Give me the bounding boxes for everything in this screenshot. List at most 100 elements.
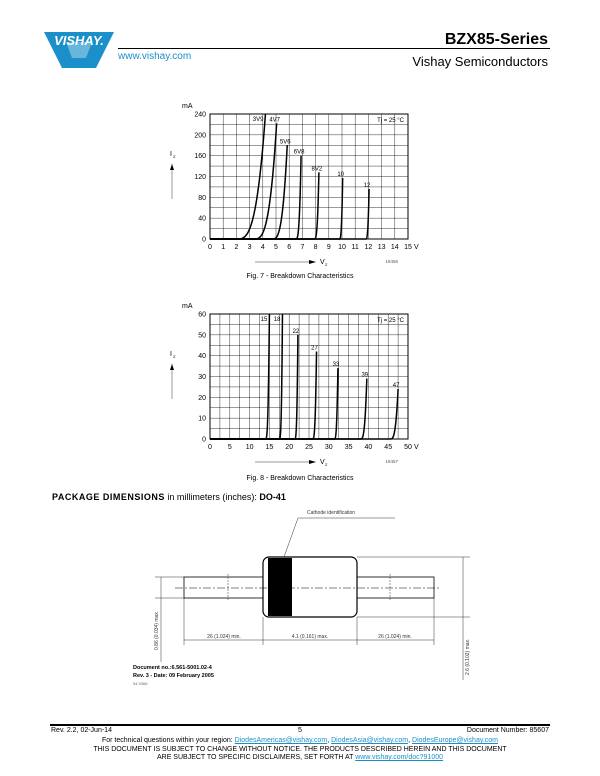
curve-4V7 bbox=[210, 123, 278, 240]
fig8-caption: Fig. 8 - Breakdown Characteristics bbox=[246, 475, 354, 482]
footer-rule bbox=[50, 724, 550, 726]
website-link[interactable]: www.vishay.com bbox=[118, 51, 192, 62]
x-axis-subscript: Z bbox=[325, 262, 328, 267]
curve-5V6 bbox=[210, 145, 288, 240]
package-heading: PACKAGE DIMENSIONS in millimeters (inche… bbox=[52, 492, 286, 502]
curve-12 bbox=[210, 188, 370, 240]
curve-label: 18 bbox=[274, 317, 281, 323]
x-tick-label: 3 bbox=[248, 244, 252, 251]
drawing-rev: Rev. 3 - Date: 09 February 2005 bbox=[133, 673, 214, 679]
x-axis-label: V bbox=[320, 259, 325, 266]
footer-revision: Rev. 2.2, 02-Jun-14 bbox=[51, 727, 112, 734]
x-unit-label: V bbox=[414, 244, 419, 251]
fig7-caption: Fig. 7 - Breakdown Characteristics bbox=[246, 273, 354, 280]
y-unit-label: mA bbox=[182, 303, 193, 310]
tech-prefix: For technical questions within your regi… bbox=[101, 737, 235, 744]
x-tick-label: 13 bbox=[378, 244, 386, 251]
x-axis-arrow-head bbox=[309, 260, 316, 264]
x-tick-label: 15 bbox=[404, 244, 412, 251]
email-europe-link[interactable]: DiodesEurope@vishay.com bbox=[412, 737, 498, 744]
page-number: 5 bbox=[298, 727, 302, 734]
separator: , bbox=[408, 737, 413, 744]
y-tick-label: 20 bbox=[198, 395, 206, 402]
curve-label: 33 bbox=[333, 362, 340, 368]
x-tick-label: 25 bbox=[305, 444, 313, 451]
x-tick-label: 5 bbox=[274, 244, 278, 251]
dim-lead-diameter: 0.86 (0.034) max. bbox=[154, 611, 160, 650]
lead-right bbox=[355, 576, 435, 599]
package-name: DO-41 bbox=[259, 492, 286, 502]
y-tick-label: 200 bbox=[194, 132, 206, 139]
y-tick-label: 80 bbox=[198, 195, 206, 202]
curve-47 bbox=[210, 388, 399, 440]
y-tick-label: 10 bbox=[198, 416, 206, 423]
curve-label: 3V9 bbox=[253, 117, 264, 123]
figure-code: 18456 bbox=[385, 259, 398, 264]
y-tick-label: 40 bbox=[198, 353, 206, 360]
figure-code: 18457 bbox=[385, 459, 398, 464]
curve-label: 12 bbox=[364, 183, 371, 189]
x-axis-subscript: Z bbox=[325, 462, 328, 467]
x-tick-label: 0 bbox=[208, 444, 212, 451]
curve-label: 8V2 bbox=[312, 166, 323, 172]
curve-label: 47 bbox=[393, 383, 400, 389]
curve-label: 22 bbox=[293, 329, 300, 335]
x-tick-label: 8 bbox=[314, 244, 318, 251]
curve-label: 6V8 bbox=[294, 150, 305, 156]
x-unit-label: V bbox=[414, 444, 419, 451]
x-tick-label: 50 bbox=[404, 444, 412, 451]
y-axis-label: I bbox=[170, 151, 172, 158]
x-tick-label: 14 bbox=[391, 244, 399, 251]
disclaimer-text: ARE SUBJECT TO SPECIFIC DISCLAIMERS, SET… bbox=[156, 754, 356, 761]
dim-body-length: 4.1 (0.161) max. bbox=[292, 634, 328, 640]
package-heading-units: in millimeters (inches): bbox=[164, 492, 260, 502]
x-tick-label: 0 bbox=[208, 244, 212, 251]
x-tick-label: 1 bbox=[221, 244, 225, 251]
temperature-annotation: Tj = 25 °C bbox=[377, 318, 405, 324]
y-axis-subscript: Z bbox=[173, 154, 176, 159]
curve-label: 39 bbox=[361, 373, 368, 379]
x-tick-label: 45 bbox=[384, 444, 392, 451]
y-axis-subscript: Z bbox=[173, 354, 176, 359]
x-tick-label: 35 bbox=[345, 444, 353, 451]
separator: , bbox=[327, 737, 332, 744]
footer-tech-line: For technical questions within your regi… bbox=[0, 737, 600, 744]
header-rule bbox=[118, 48, 550, 49]
y-unit-label: mA bbox=[182, 103, 193, 110]
cathode-label: Cathode identification bbox=[307, 510, 355, 516]
x-tick-label: 12 bbox=[365, 244, 373, 251]
email-asia-link[interactable]: DiodesAsia@vishay.com bbox=[331, 737, 409, 744]
disclaimer-line-2: ARE SUBJECT TO SPECIFIC DISCLAIMERS, SET… bbox=[0, 754, 600, 761]
x-tick-label: 4 bbox=[261, 244, 265, 251]
y-tick-label: 60 bbox=[198, 312, 206, 319]
y-tick-label: 240 bbox=[194, 112, 206, 119]
curve-label: 15 bbox=[261, 317, 268, 323]
temperature-annotation: Tj = 25 °C bbox=[377, 118, 405, 124]
x-tick-label: 20 bbox=[285, 444, 293, 451]
email-americas-link[interactable]: DiodesAmericas@vishay.com bbox=[234, 737, 328, 744]
dim-lead-right: 26 (1.024) min. bbox=[378, 634, 412, 640]
disclaimer-link[interactable]: www.vishay.com/doc?91000 bbox=[355, 754, 444, 761]
y-tick-label: 0 bbox=[202, 437, 206, 444]
y-axis-arrow-head bbox=[170, 164, 174, 170]
x-tick-label: 2 bbox=[234, 244, 238, 251]
x-tick-label: 10 bbox=[338, 244, 346, 251]
curve-label: 10 bbox=[337, 172, 344, 178]
curve-27 bbox=[210, 351, 318, 440]
footer-doc-number: Document Number: 85607 bbox=[466, 727, 549, 734]
fig7-chart: 0 1 2 3 4 5 6 7 8 9 10 11 12 13 14 15 V04080120160200240… bbox=[170, 103, 419, 267]
x-tick-label: 9 bbox=[327, 244, 331, 251]
y-tick-label: 30 bbox=[198, 374, 206, 381]
y-tick-label: 120 bbox=[194, 174, 206, 181]
x-axis-arrow-head bbox=[309, 460, 316, 464]
curve-39 bbox=[210, 378, 368, 440]
y-axis-arrow-head bbox=[170, 364, 174, 370]
x-tick-label: 11 bbox=[352, 244, 359, 251]
package-heading-bold: PACKAGE DIMENSIONS bbox=[52, 492, 165, 502]
lead-left bbox=[183, 576, 265, 599]
x-tick-label: 10 bbox=[246, 444, 254, 451]
x-tick-label: 7 bbox=[300, 244, 304, 251]
x-tick-label: 5 bbox=[228, 444, 232, 451]
x-tick-label: 40 bbox=[365, 444, 373, 451]
